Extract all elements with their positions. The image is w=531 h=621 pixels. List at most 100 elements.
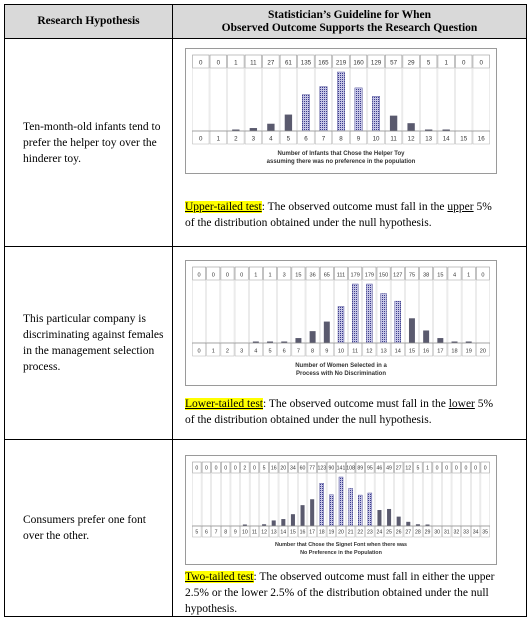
- count-label: 29: [408, 60, 415, 67]
- column-guide: [244, 67, 262, 132]
- x-tick-label: 18: [319, 530, 325, 536]
- count-label: 11: [250, 60, 257, 67]
- x-tick-label: 33: [463, 530, 469, 536]
- x-tick-label: 35: [482, 530, 488, 536]
- x-tick-label: 12: [261, 530, 267, 536]
- distribution-chart: 0 0 0 1 1 2 11 3 27 4 61 5 135 6 165 7 219 8 160 9 129 10 57 11…: [185, 48, 497, 174]
- bar: [329, 494, 334, 527]
- column-guide: [447, 279, 462, 344]
- hypothesis-guideline-table: Research Hypothesis Statistician’s Guide…: [4, 4, 527, 617]
- x-tick-label: 6: [283, 349, 286, 355]
- x-tick-label: 8: [311, 349, 314, 355]
- column-guide: [234, 279, 249, 344]
- x-tick-label: 3: [240, 349, 243, 355]
- guideline-cell: 0 5 0 6 0 7 0 8 0 9 2 10 0 11 5 12 16 13 20 14 34 15 60 16 77 17 1…: [172, 439, 527, 617]
- count-label: 111: [337, 273, 346, 279]
- count-label: 1: [268, 273, 271, 279]
- x-tick-label: 19: [466, 349, 472, 355]
- hypothesis-text: Ten-month-old infants tend to prefer the…: [4, 38, 173, 247]
- count-label: 1: [426, 466, 429, 472]
- x-tick-label: 20: [338, 530, 344, 536]
- header-research-hypothesis: Research Hypothesis: [4, 4, 173, 39]
- bar: [284, 114, 293, 131]
- column-guide: [192, 67, 210, 132]
- bar: [396, 516, 401, 526]
- x-tick-label: 19: [328, 530, 334, 536]
- x-tick-label: 5: [268, 349, 271, 355]
- x-axis-label: Number that Chose the Signet Font when t…: [275, 542, 407, 548]
- guideline-tail-word: upper: [447, 201, 474, 213]
- count-label: 127: [393, 273, 402, 279]
- count-label: 0: [465, 466, 468, 472]
- x-tick-label: 15: [460, 136, 467, 143]
- x-tick-label: 1: [212, 349, 215, 355]
- bar: [348, 488, 353, 527]
- bar: [323, 321, 330, 343]
- x-tick-label: 10: [373, 136, 380, 143]
- bar: [300, 505, 305, 526]
- count-label: 12: [405, 466, 411, 472]
- bar: [407, 123, 415, 131]
- x-tick-label: 32: [453, 530, 459, 536]
- column-guide: [480, 472, 490, 527]
- x-tick-label: 7: [297, 349, 300, 355]
- bar: [319, 483, 324, 527]
- x-axis-label: assuming there was no preference in the …: [267, 159, 416, 165]
- bar: [262, 524, 267, 526]
- guideline-sentence-end: 5% of the distribution obtained under th…: [185, 398, 494, 426]
- column-guide: [476, 279, 490, 344]
- x-tick-label: 23: [367, 530, 373, 536]
- count-label: 0: [240, 273, 243, 279]
- guideline-cell: 0 0 0 1 0 2 0 3 1 4 1 5 3 6 15 7 36 8 65 9 111 10 179 11 179 12 15…: [172, 246, 527, 440]
- count-label: 0: [226, 273, 229, 279]
- guideline-text: Upper-tailed test: The observed outcome …: [185, 199, 503, 231]
- column-guide: [461, 472, 471, 527]
- count-label: 0: [199, 60, 203, 67]
- guideline-text: Two-tailed test: The observed outcome mu…: [185, 569, 503, 617]
- count-label: 0: [234, 466, 237, 472]
- count-label: 0: [462, 60, 466, 67]
- column-guide: [192, 279, 206, 344]
- x-tick-label: 14: [280, 530, 286, 536]
- guideline-sentence: : The observed outcome must fall in the: [263, 398, 449, 410]
- count-label: 0: [198, 273, 201, 279]
- count-label: 141: [337, 466, 346, 472]
- count-label: 65: [324, 273, 330, 279]
- x-tick-label: 11: [252, 530, 257, 536]
- column-guide: [230, 472, 240, 527]
- x-tick-label: 10: [242, 530, 248, 536]
- x-tick-label: 4: [269, 136, 273, 143]
- count-label: 15: [295, 273, 301, 279]
- x-tick-label: 20: [480, 349, 486, 355]
- count-label: 150: [379, 273, 388, 279]
- x-tick-label: 18: [451, 349, 457, 355]
- x-axis-label: Number of Infants that Chose the Helper …: [278, 151, 406, 157]
- x-tick-label: 8: [224, 530, 227, 536]
- column-guide: [455, 67, 473, 132]
- x-tick-label: 0: [199, 136, 203, 143]
- column-guide: [433, 279, 448, 344]
- x-tick-label: 31: [444, 530, 450, 536]
- count-label: 179: [365, 273, 374, 279]
- column-guide: [201, 472, 211, 527]
- bar: [372, 96, 380, 132]
- bar: [319, 86, 328, 132]
- count-label: 60: [300, 466, 306, 472]
- bar: [437, 338, 444, 343]
- count-label: 123: [317, 466, 326, 472]
- column-guide: [192, 472, 202, 527]
- column-guide: [206, 279, 221, 344]
- count-label: 57: [390, 60, 397, 67]
- count-label: 61: [285, 60, 292, 67]
- column-guide: [249, 472, 260, 527]
- column-guide: [432, 472, 442, 527]
- count-label: 46: [377, 466, 383, 472]
- column-guide: [403, 472, 413, 527]
- x-tick-label: 7: [215, 530, 218, 536]
- bar: [281, 341, 288, 343]
- hypothesis-text: Consumers prefer one font over the other…: [4, 439, 173, 617]
- x-tick-label: 30: [434, 530, 440, 536]
- x-tick-label: 28: [415, 530, 421, 536]
- header-guideline-line1: Statistician’s Guideline for When: [267, 8, 432, 21]
- x-tick-label: 2: [234, 136, 238, 143]
